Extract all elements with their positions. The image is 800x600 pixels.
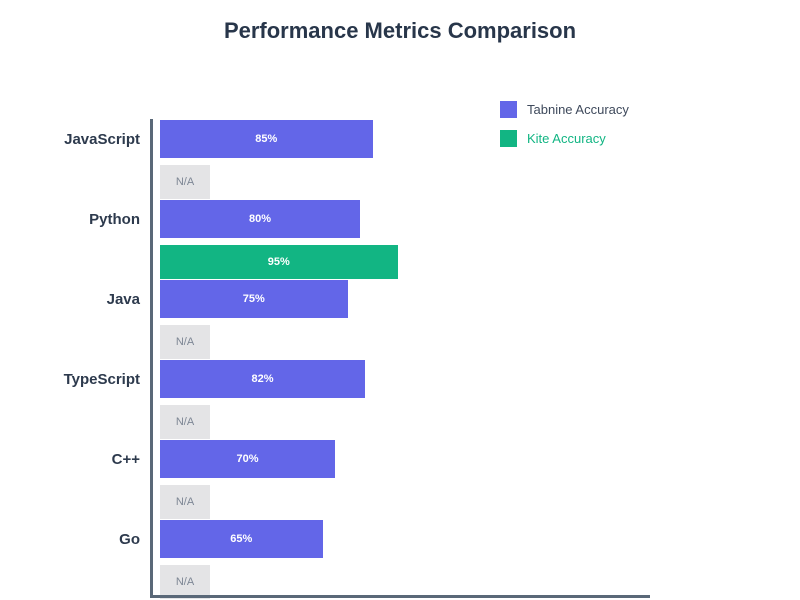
bar-tabnine-go: 65% (160, 520, 323, 558)
bar-value-label: 82% (251, 373, 274, 385)
legend-label-tabnine: Tabnine Accuracy (527, 102, 629, 117)
bar-tabnine-python: 80% (160, 200, 360, 238)
legend-swatch-tabnine-icon (500, 101, 517, 118)
bar-kite-java: N/A (160, 325, 210, 359)
category-label-cpp: C++ (111, 450, 140, 468)
bar-kite-python: 95% (160, 245, 398, 279)
legend-item-tabnine: Tabnine Accuracy (500, 101, 629, 118)
legend-swatch-kite-icon (500, 130, 517, 147)
bar-value-label: 75% (242, 293, 265, 305)
bar-tabnine-java: 75% (160, 280, 348, 318)
category-label-typescript: TypeScript (63, 370, 140, 388)
bar-value-label: N/A (175, 176, 195, 188)
bar-value-label: N/A (175, 416, 195, 428)
legend-item-kite: Kite Accuracy (500, 130, 629, 147)
bar-tabnine-cpp: 70% (160, 440, 335, 478)
x-axis-line (150, 595, 650, 598)
bar-kite-go: N/A (160, 565, 210, 599)
chart-title: Performance Metrics Comparison (223, 18, 577, 43)
bar-value-label: 95% (267, 256, 290, 268)
category-label-go: Go (119, 530, 140, 548)
legend: Tabnine Accuracy Kite Accuracy (500, 101, 629, 159)
bar-value-label: 70% (236, 453, 259, 465)
bar-tabnine-javascript: 85% (160, 120, 373, 158)
bar-value-label: 65% (230, 533, 253, 545)
bar-value-label: N/A (175, 336, 195, 348)
bar-kite-javascript: N/A (160, 165, 210, 199)
y-axis-line (150, 119, 153, 598)
category-label-javascript: JavaScript (64, 130, 140, 148)
bar-value-label: N/A (175, 576, 195, 588)
bar-tabnine-typescript: 82% (160, 360, 365, 398)
bar-value-label: 85% (255, 133, 278, 145)
bar-kite-cpp: N/A (160, 485, 210, 519)
bar-kite-typescript: N/A (160, 405, 210, 439)
category-label-java: Java (106, 290, 140, 308)
legend-label-kite: Kite Accuracy (527, 131, 606, 146)
bar-value-label: N/A (175, 496, 195, 508)
category-label-python: Python (89, 210, 140, 228)
bar-value-label: 80% (248, 213, 272, 225)
